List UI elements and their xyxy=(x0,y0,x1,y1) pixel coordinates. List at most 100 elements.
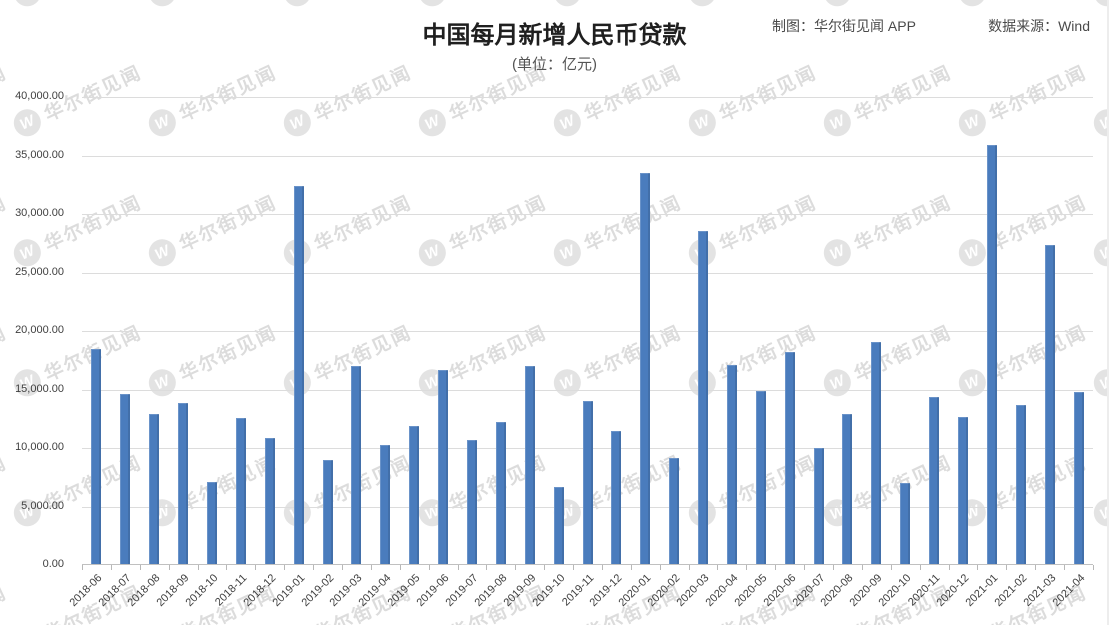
wallstreetcn-logo-icon: W xyxy=(684,0,721,11)
axis-tick xyxy=(948,565,950,570)
bar-2019-01 xyxy=(293,186,304,564)
axis-tick xyxy=(861,565,863,570)
plot-area xyxy=(82,97,1094,570)
gridline xyxy=(82,155,1093,157)
gridline xyxy=(82,214,1093,215)
y-tick-label: 5,000.00 xyxy=(21,499,64,512)
bar-2020-10 xyxy=(900,483,911,564)
axis-tick xyxy=(139,565,141,570)
y-tick-label: 35,000.00 xyxy=(15,148,64,161)
axis-tick xyxy=(486,565,488,570)
axis-tick xyxy=(428,565,430,570)
axis-tick xyxy=(515,565,517,570)
y-tick-label: 20,000.00 xyxy=(15,324,64,336)
axis-tick xyxy=(630,565,632,570)
bar-2020-08 xyxy=(842,414,853,564)
bar-2020-11 xyxy=(929,396,940,564)
bar-2021-02 xyxy=(1015,404,1026,564)
data-source-label: 数据来源：Wind xyxy=(988,18,1090,34)
axis-tick xyxy=(659,565,661,570)
axis-tick xyxy=(833,565,835,570)
y-tick-label: 40,000.00 xyxy=(15,90,64,102)
axis-tick xyxy=(313,565,315,570)
bar-2020-05 xyxy=(755,390,766,564)
y-tick-label: 15,000.00 xyxy=(15,382,64,395)
bar-2018-08 xyxy=(149,414,160,564)
wallstreetcn-logo-icon: W xyxy=(279,0,316,11)
bar-2018-09 xyxy=(178,402,189,564)
window-edge xyxy=(1107,0,1109,625)
axis-tick xyxy=(1093,565,1094,570)
y-tick-label: 10,000.00 xyxy=(15,441,64,453)
bar-2020-06 xyxy=(784,352,795,564)
gridline xyxy=(82,389,1093,391)
bar-2021-01 xyxy=(986,145,997,564)
bar-2020-07 xyxy=(813,447,824,564)
gridline xyxy=(82,272,1093,274)
axis-tick xyxy=(775,565,777,570)
axis-tick xyxy=(601,565,603,570)
axis-tick xyxy=(977,565,979,570)
watermark-text: 华尔街见闻 xyxy=(0,582,11,625)
credit-label: 制图：华尔街见闻 APP xyxy=(772,18,916,34)
bar-2018-06 xyxy=(91,348,102,564)
bar-2019-05 xyxy=(409,425,420,564)
axis-tick xyxy=(890,565,892,570)
bar-2021-04 xyxy=(1073,392,1084,564)
axis-tick xyxy=(1035,565,1037,570)
bar-2018-10 xyxy=(206,482,217,564)
wallstreetcn-logo-icon: W xyxy=(819,0,856,11)
axis-tick xyxy=(919,565,921,570)
axis-tick xyxy=(255,565,257,570)
bar-2019-02 xyxy=(322,460,333,564)
bar-2020-09 xyxy=(871,341,882,564)
bar-2018-07 xyxy=(120,394,131,564)
wallstreetcn-logo-icon: W xyxy=(144,0,181,11)
wallstreetcn-logo-icon: W xyxy=(954,0,991,11)
bar-2019-11 xyxy=(582,401,593,564)
axis-tick xyxy=(197,565,199,570)
axis-tick xyxy=(746,565,748,570)
bar-2020-12 xyxy=(958,416,968,564)
wallstreetcn-logo-icon: W xyxy=(9,0,46,11)
axis-tick xyxy=(370,565,372,570)
axis-tick xyxy=(804,565,806,570)
wallstreetcn-logo-icon: W xyxy=(414,0,451,11)
y-tick-label: 30,000.00 xyxy=(15,207,64,219)
bar-2021-03 xyxy=(1044,244,1055,564)
y-tick-label: 25,000.00 xyxy=(15,265,64,278)
bar-2019-03 xyxy=(351,366,362,564)
bar-2019-08 xyxy=(495,422,506,564)
y-tick-label: 0.00 xyxy=(42,558,64,570)
axis-tick xyxy=(1006,565,1008,570)
chart-unit-subtitle: (单位：亿元) xyxy=(512,56,597,73)
wallstreetcn-logo-icon: W xyxy=(9,104,46,141)
bar-2019-09 xyxy=(524,366,535,564)
axis-tick xyxy=(82,565,83,570)
bar-2020-02 xyxy=(669,458,680,564)
axis-tick xyxy=(226,565,228,570)
bar-2019-06 xyxy=(438,369,449,564)
axis-tick xyxy=(168,565,170,570)
axis-tick xyxy=(717,565,719,570)
axis-tick xyxy=(1064,565,1066,570)
axis-tick xyxy=(573,565,575,570)
bar-2018-11 xyxy=(235,417,246,564)
bar-2019-10 xyxy=(553,486,564,564)
bar-2019-12 xyxy=(611,430,622,564)
axis-tick xyxy=(110,565,112,570)
x-axis-line xyxy=(82,564,1093,565)
wallstreetcn-logo-icon: W xyxy=(549,0,586,11)
axis-tick xyxy=(544,565,546,570)
axis-tick xyxy=(457,565,459,570)
